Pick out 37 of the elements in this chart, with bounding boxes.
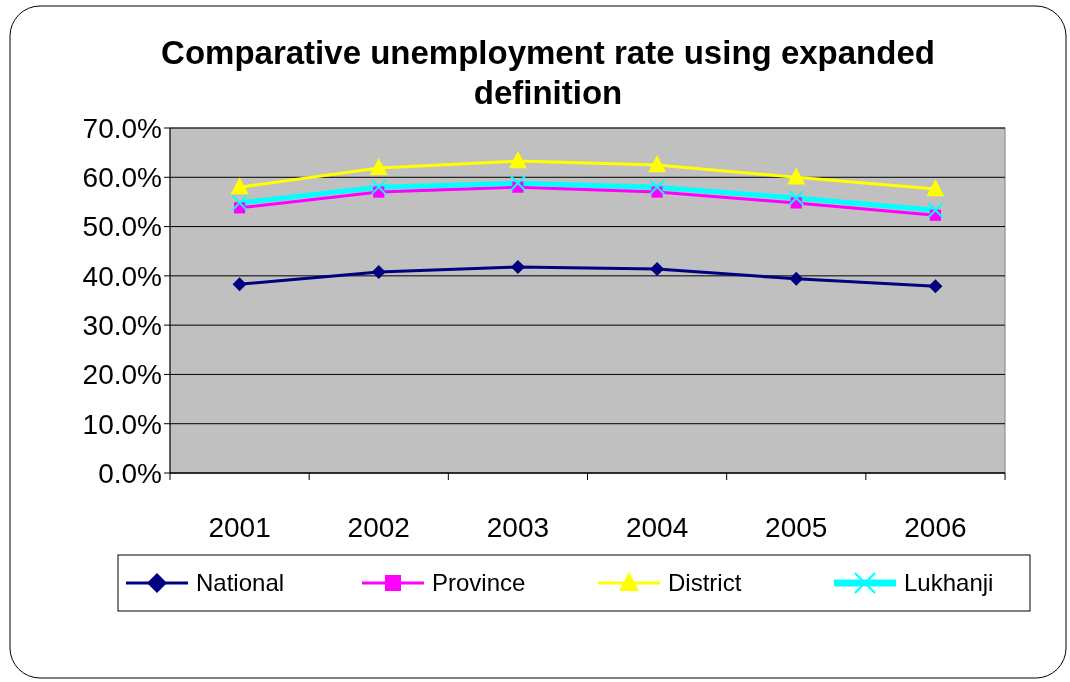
x-tick-label: 2002 [347,512,410,543]
point [648,155,667,173]
y-tick-label: 60.0% [82,162,162,194]
chart-title: Comparative unemployment rate using expanded definition [161,34,935,111]
x-tick-label: 2004 [625,512,689,543]
point [370,179,387,196]
point [230,177,249,195]
point [927,202,944,219]
legend-label: District [668,569,742,597]
point [510,259,525,274]
legend-label: Lukhanji [904,569,994,597]
point [509,175,526,192]
y-tick-label: 40.0% [82,260,162,292]
point [508,151,527,169]
y-tick-label: 70.0% [82,112,162,144]
x-tick-label: 2003 [486,512,550,543]
point [371,264,386,279]
y-tick-label: 50.0% [82,211,162,243]
legend-label: National [196,569,285,597]
point [789,271,804,286]
point [369,158,388,176]
point [232,277,247,292]
point [928,279,943,294]
x-tick-label: 2006 [904,512,967,543]
x-tick-label: 2001 [208,512,271,543]
y-tick-label: 20.0% [82,359,162,391]
point [231,194,248,211]
y-tick-label: 0.0% [98,457,162,489]
y-tick-label: 10.0% [82,408,162,440]
x-tick-label: 2005 [765,512,828,543]
point [926,179,945,197]
point [649,179,666,196]
legend-label: Province [432,569,526,597]
point [788,189,805,206]
y-tick-label: 30.0% [82,309,162,341]
point [787,167,806,185]
point [650,261,665,276]
